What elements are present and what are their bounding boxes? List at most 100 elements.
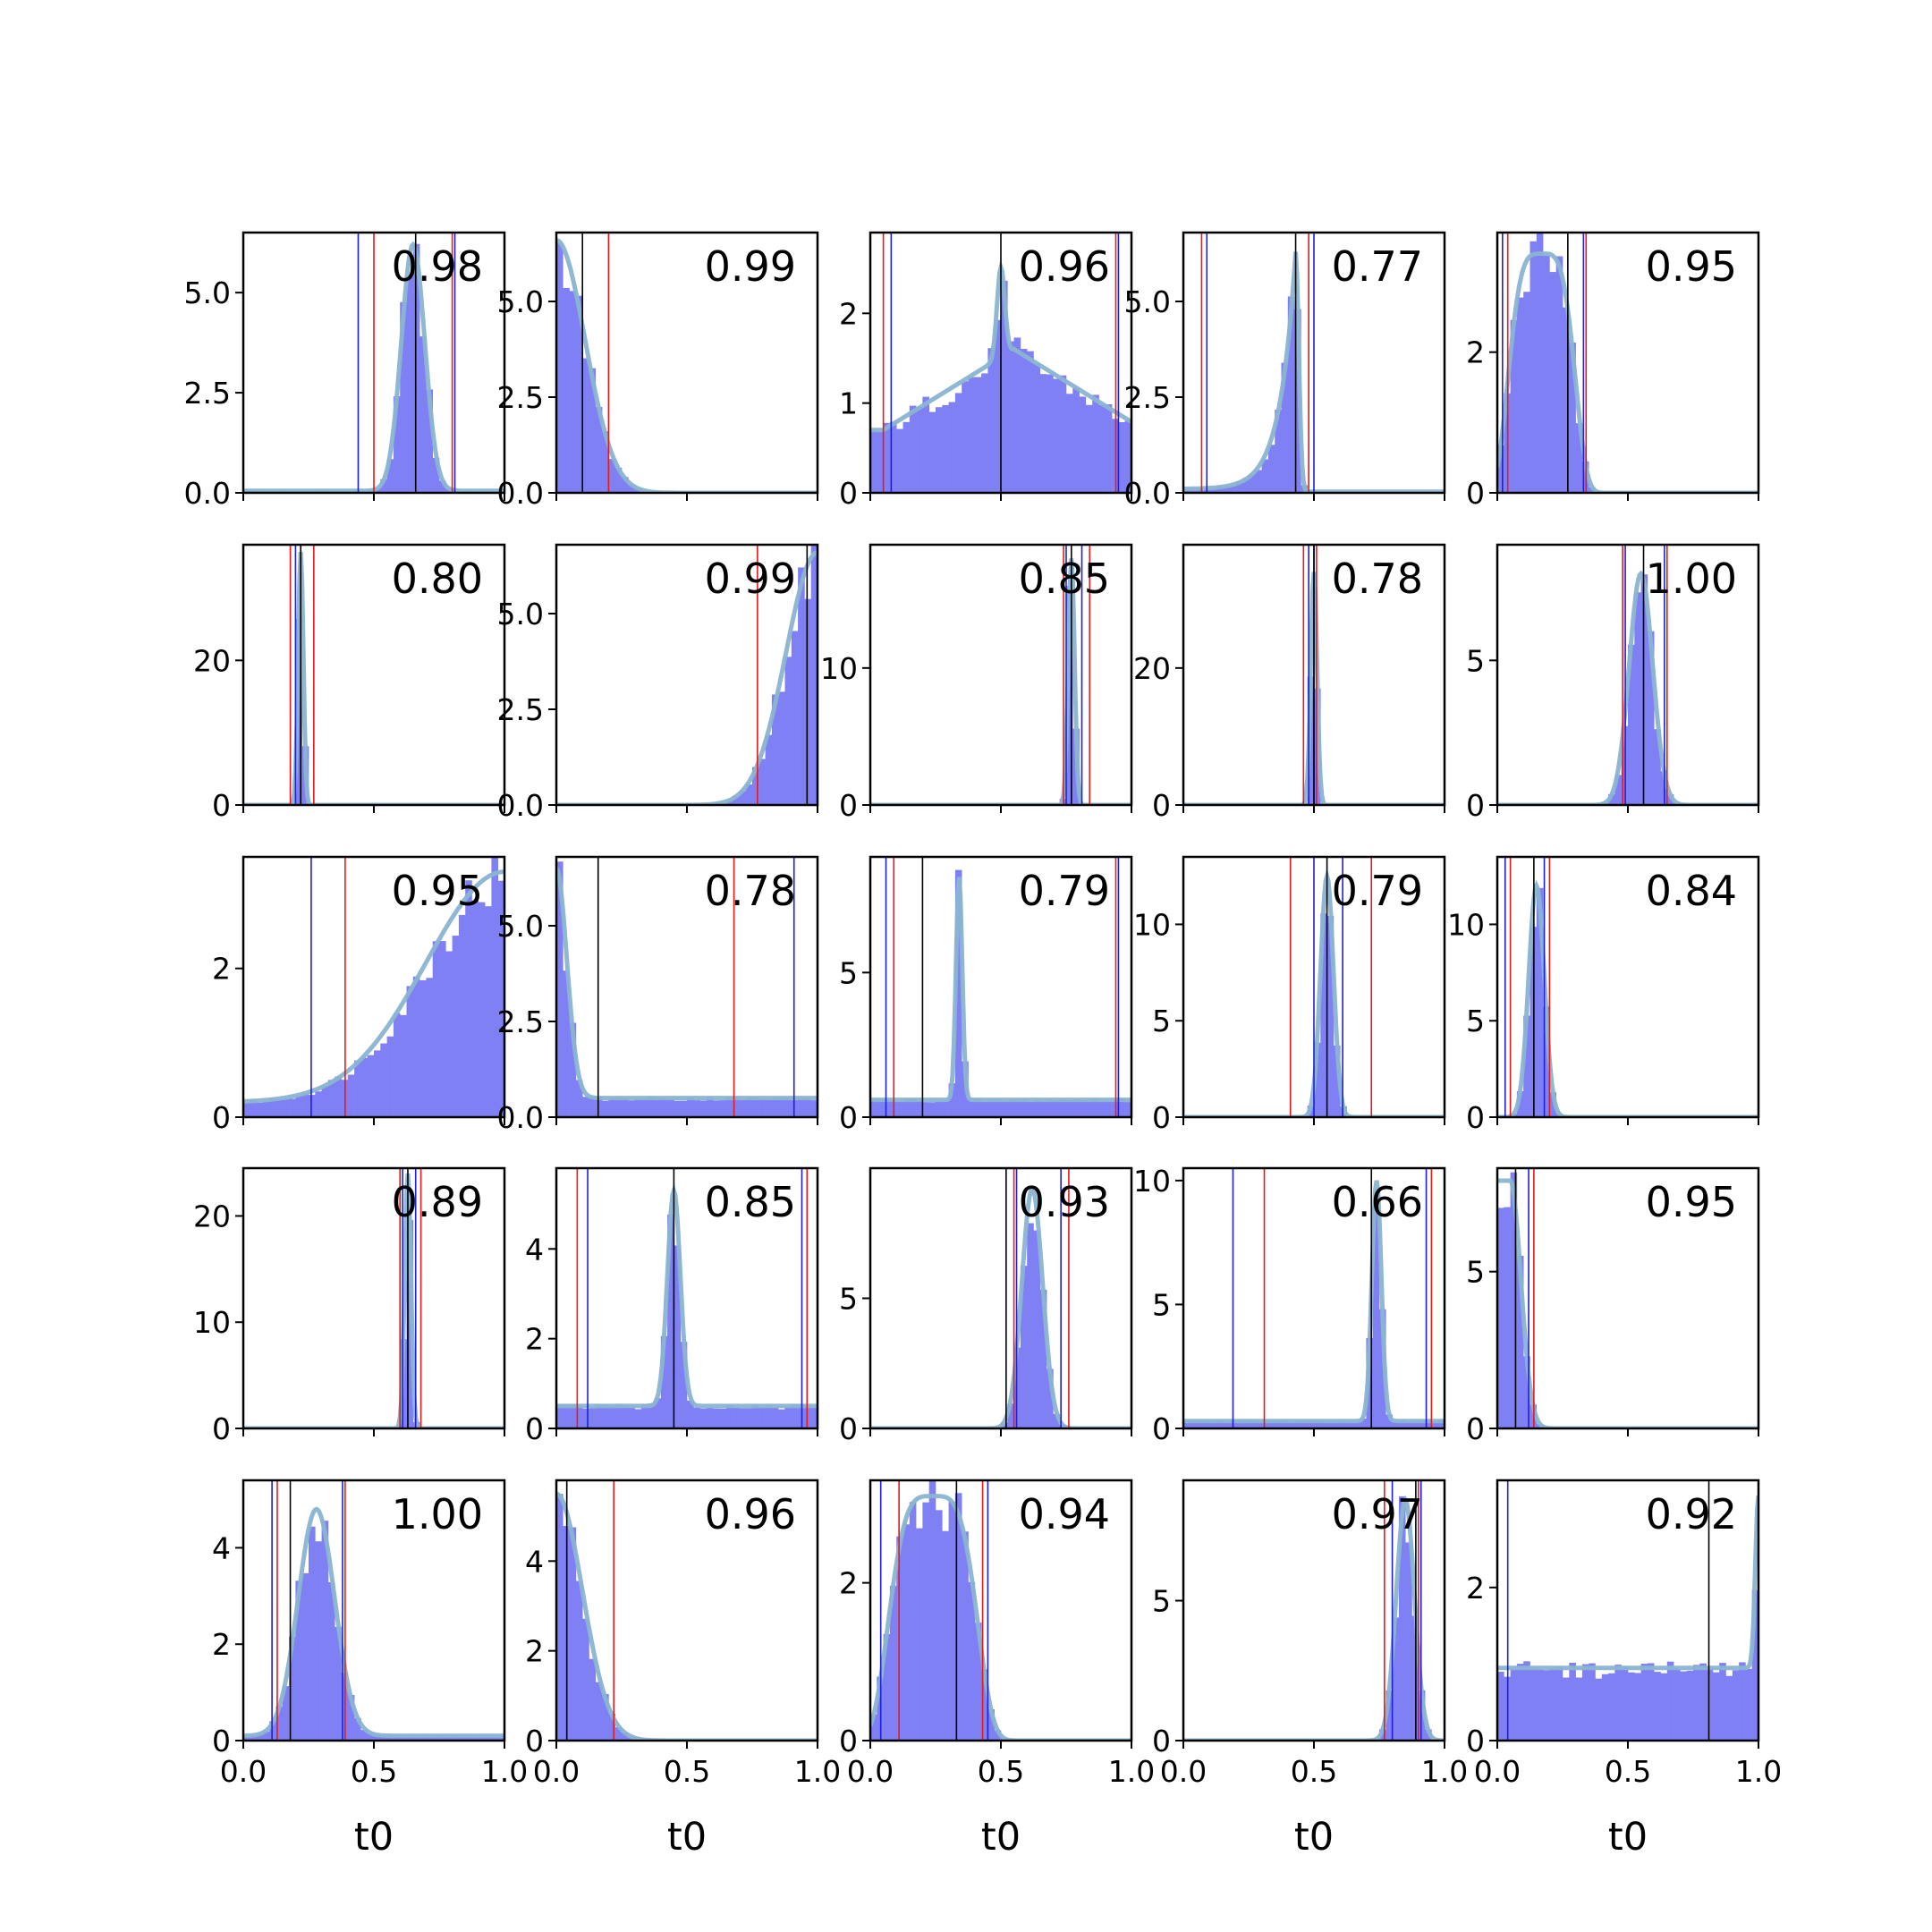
hist-bar: [243, 1736, 250, 1741]
hist-bar: [1510, 1668, 1518, 1741]
hist-bar: [582, 1408, 589, 1428]
panel-score: 0.84: [1646, 867, 1737, 915]
kde-line: [1183, 1180, 1445, 1424]
hist-bar: [745, 1097, 753, 1117]
hist-bar: [622, 1733, 629, 1741]
hist-bar: [569, 1527, 577, 1741]
hist-bar: [406, 1736, 414, 1741]
hist-bar: [948, 1083, 956, 1117]
hist-bar: [400, 1014, 407, 1117]
kde-line: [1497, 879, 1758, 1117]
hist-bar: [412, 976, 420, 1117]
hist-bar: [1549, 272, 1556, 493]
hist-bar: [733, 1097, 740, 1117]
kde-line: [1497, 251, 1758, 493]
hist-bar: [968, 1097, 976, 1117]
panel-score: 0.96: [705, 1490, 796, 1538]
hist-bar: [634, 1409, 642, 1428]
hist-bar: [1398, 1496, 1406, 1741]
hist-bar: [1027, 351, 1034, 493]
hist-bar: [1360, 1418, 1367, 1428]
hist-bar: [445, 951, 453, 1117]
hist-bar: [994, 1098, 1002, 1117]
hist-bar: [1001, 280, 1008, 493]
hist-bar: [301, 1572, 309, 1741]
hist-bar: [269, 1721, 276, 1741]
hist-bar: [667, 1214, 674, 1428]
hist-bar: [1497, 1208, 1504, 1428]
y-tick-label: 10: [820, 651, 858, 686]
hist-bar: [733, 796, 740, 805]
hist-bar: [262, 1100, 270, 1117]
hist-bar: [1575, 1677, 1583, 1741]
hist-bar: [981, 373, 988, 493]
hist-bar: [1674, 1668, 1681, 1741]
panel-score: 0.97: [1332, 1490, 1423, 1538]
x-tick-label: 0.5: [978, 1754, 1024, 1789]
x-tick-label: 0.5: [351, 1754, 397, 1789]
hist-bar: [1431, 1421, 1438, 1428]
panel-r2c1: 0 20 0.80: [193, 543, 506, 823]
x-tick-label: 0.5: [1291, 1754, 1337, 1789]
hist-bar: [1504, 1207, 1511, 1428]
plot-area: [556, 545, 818, 805]
hist-bar: [1275, 1420, 1282, 1428]
hist-bar: [1411, 1420, 1419, 1428]
hist-bar: [987, 348, 995, 493]
panel-r3c3: 050.79: [839, 855, 1133, 1135]
y-tick-label: 0: [1152, 1100, 1171, 1135]
y-tick-label: 5: [1152, 1287, 1171, 1322]
plot-area: [1183, 1480, 1445, 1741]
y-tick-label: 2: [525, 1634, 544, 1669]
hist-bar: [1027, 1223, 1034, 1428]
hist-bar: [1307, 1420, 1315, 1428]
hist-bar: [1530, 241, 1538, 493]
hist-bar: [791, 631, 799, 805]
hist-bar: [393, 1736, 401, 1741]
hist-bar: [575, 1580, 583, 1741]
hist-bar: [889, 421, 897, 493]
hist-bar: [1267, 1420, 1275, 1428]
hist-bar: [1745, 1668, 1752, 1741]
hist-bar: [380, 1735, 387, 1741]
hist-bar: [256, 1102, 264, 1117]
y-tick-label: 0: [1152, 788, 1171, 823]
panel-score: 0.85: [705, 1178, 796, 1226]
hist-bar: [400, 1735, 407, 1741]
hist-bar: [1680, 1671, 1687, 1741]
plot-area: [1183, 1168, 1445, 1428]
hist-bar: [1647, 1663, 1655, 1741]
panel-r4c3: 050.93: [839, 1166, 1133, 1446]
hist-bar: [928, 411, 936, 493]
y-tick-label: 10: [1133, 1164, 1171, 1199]
hist-bar: [628, 1406, 635, 1428]
hist-bar: [1046, 1099, 1054, 1117]
hist-bar: [1693, 1665, 1700, 1741]
hist-bar: [478, 1735, 486, 1741]
hist-bar: [1124, 419, 1131, 493]
y-tick-label: 0.0: [497, 476, 544, 511]
hist-bar: [256, 1734, 264, 1741]
hist-bar: [556, 861, 564, 1117]
panel-r1c4: 0.0 2.5 5.0 0.77: [1124, 231, 1446, 511]
hist-bar: [1385, 1414, 1393, 1428]
hist-bar: [1352, 1421, 1360, 1428]
hist-bar: [1405, 1542, 1412, 1741]
y-tick-label: 5: [839, 1282, 858, 1317]
y-tick-label: 10: [1447, 907, 1485, 942]
hist-bar: [791, 1100, 799, 1117]
y-tick-label: 0: [1466, 476, 1485, 511]
kde-line: [1497, 1178, 1758, 1428]
panel-score: 0.96: [1019, 242, 1110, 291]
hist-bar: [1418, 1420, 1426, 1428]
hist-bar: [810, 545, 818, 805]
hist-bar: [1105, 404, 1113, 493]
hist-bar: [393, 1013, 401, 1117]
hist-bar: [987, 1709, 995, 1741]
panel-score: 0.66: [1332, 1178, 1423, 1226]
kde-line: [1497, 1495, 1758, 1671]
panel-r5c5: 0 2 0.0 0.5 1.0 0.92 t0: [1466, 1479, 1782, 1860]
hist-bar: [994, 319, 1002, 493]
kde-line: [556, 550, 818, 805]
hist-bar: [1039, 1289, 1047, 1428]
